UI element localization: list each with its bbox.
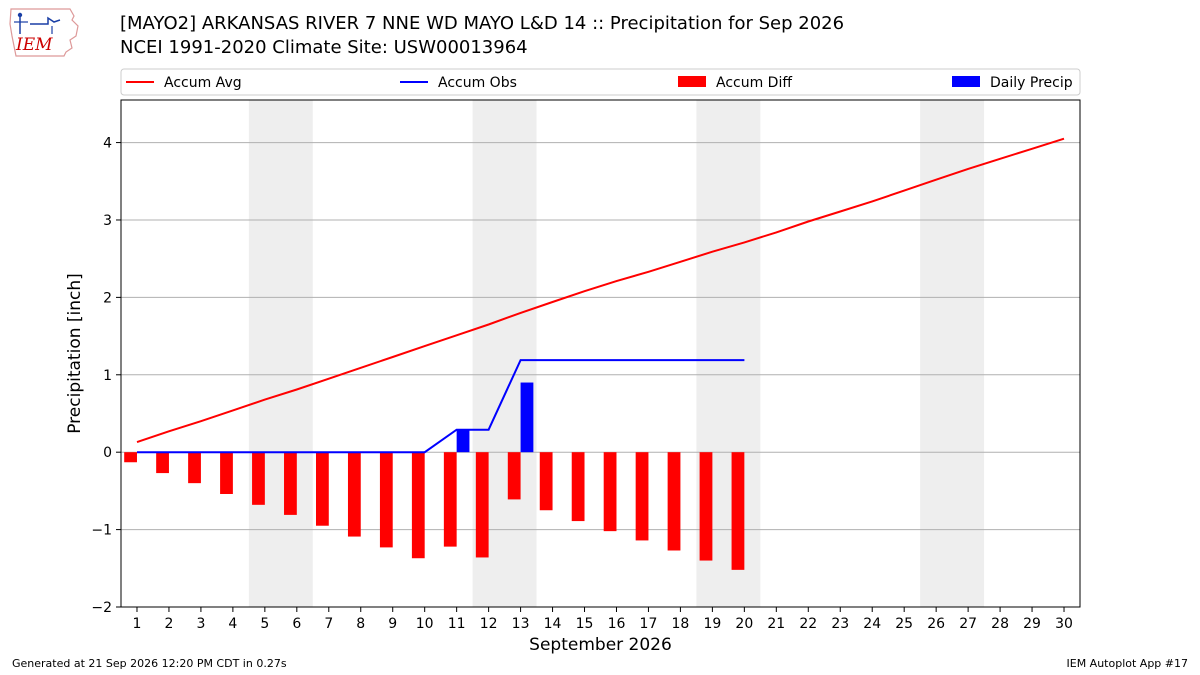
x-tick-label: 16 (608, 616, 626, 632)
x-tick-label: 13 (512, 616, 530, 632)
x-tick-label: 27 (959, 616, 977, 632)
x-tick-label: 21 (767, 616, 785, 632)
y-tick-label: 3 (103, 213, 112, 229)
accum-avg-line (136, 137, 1065, 444)
accum-diff-bar (220, 452, 233, 494)
x-tick-label: 1 (133, 616, 142, 632)
y-tick-label: 4 (103, 136, 112, 152)
iem-logo-text: IEM (15, 35, 53, 55)
chart-title: [MAYO2] ARKANSAS RIVER 7 NNE WD MAYO L&D… (120, 13, 845, 34)
accum-diff-bar (411, 452, 425, 559)
autoplot-app-label: IEM Autoplot App #17 (1066, 657, 1189, 670)
x-tick-label: 24 (863, 616, 881, 632)
legend-box (120, 68, 1081, 96)
accum-diff-bar (284, 452, 297, 515)
y-tick-label: 0 (103, 445, 112, 461)
accum-diff-bar (603, 452, 617, 532)
accum-diff-bar (379, 452, 393, 548)
y-tick-label: −1 (91, 523, 112, 539)
accum-diff-bar (156, 452, 169, 474)
x-tick-label: 23 (831, 616, 849, 632)
accum-diff-bar (667, 452, 681, 551)
x-tick-label: 14 (544, 616, 562, 632)
iowa-outline-icon (9, 8, 79, 57)
x-tick-label: 20 (735, 616, 753, 632)
x-tick-label: 11 (448, 616, 466, 632)
x-tick-label: 26 (927, 616, 945, 632)
x-tick-label: 5 (260, 616, 269, 632)
x-tick-label: 29 (1023, 616, 1041, 632)
chart-subtitle: NCEI 1991-2020 Climate Site: USW00013964 (120, 37, 528, 58)
y-tick-label: 2 (103, 290, 112, 306)
daily-precip-bar (520, 382, 534, 453)
x-tick-label: 9 (388, 616, 397, 632)
accum-diff-bar (188, 452, 201, 484)
x-axis-label: September 2026 (529, 635, 672, 655)
accum-diff-bar (699, 452, 713, 561)
accum-diff-bar (571, 452, 585, 522)
accum-diff-bar (731, 452, 745, 570)
legend-label-daily-precip: Daily Precip (990, 75, 1073, 91)
daily-precip-bar (456, 429, 470, 453)
legend-swatch-daily-precip (952, 76, 980, 87)
x-tick-label: 19 (703, 616, 721, 632)
x-tick-label: 3 (196, 616, 205, 632)
x-tick-label: 6 (292, 616, 301, 632)
legend-label-accum-obs: Accum Obs (438, 75, 517, 91)
x-tick-label: 7 (324, 616, 333, 632)
legend-label-accum-diff: Accum Diff (716, 75, 792, 91)
y-tick-label: 1 (103, 368, 112, 384)
accum-obs-line (137, 359, 745, 454)
y-tick-label: −2 (91, 600, 112, 616)
generated-timestamp: Generated at 21 Sep 2026 12:20 PM CDT in… (12, 657, 287, 670)
y-axis-label: Precipitation [inch] (65, 273, 85, 434)
weekend-band (920, 100, 985, 607)
legend-label-accum-avg: Accum Avg (164, 75, 242, 91)
legend-swatch-accum-diff (678, 76, 706, 87)
x-tick-label: 18 (672, 616, 690, 632)
accum-diff-bar (315, 452, 329, 526)
x-tick-label: 28 (991, 616, 1009, 632)
x-tick-label: 25 (895, 616, 913, 632)
plot-frame (120, 99, 1081, 608)
x-tick-label: 12 (480, 616, 498, 632)
accum-diff-bar (124, 452, 137, 463)
accum-diff-bar (539, 452, 553, 511)
x-tick-label: 4 (228, 616, 237, 632)
x-tick-label: 30 (1055, 616, 1073, 632)
accum-diff-bar (635, 452, 649, 541)
x-tick-label: 17 (640, 616, 658, 632)
x-tick-label: 22 (799, 616, 817, 632)
x-tick-label: 8 (356, 616, 365, 632)
x-tick-label: 2 (164, 616, 173, 632)
accum-diff-bar (475, 452, 489, 558)
accum-diff-bar (252, 452, 265, 505)
accum-diff-bar (443, 452, 457, 547)
accum-diff-bar (347, 452, 361, 537)
x-tick-label: 15 (576, 616, 594, 632)
weekend-band (248, 100, 313, 607)
accum-diff-bar (507, 452, 521, 500)
iem-logo: IEM (9, 8, 79, 57)
x-tick-label: 10 (416, 616, 434, 632)
